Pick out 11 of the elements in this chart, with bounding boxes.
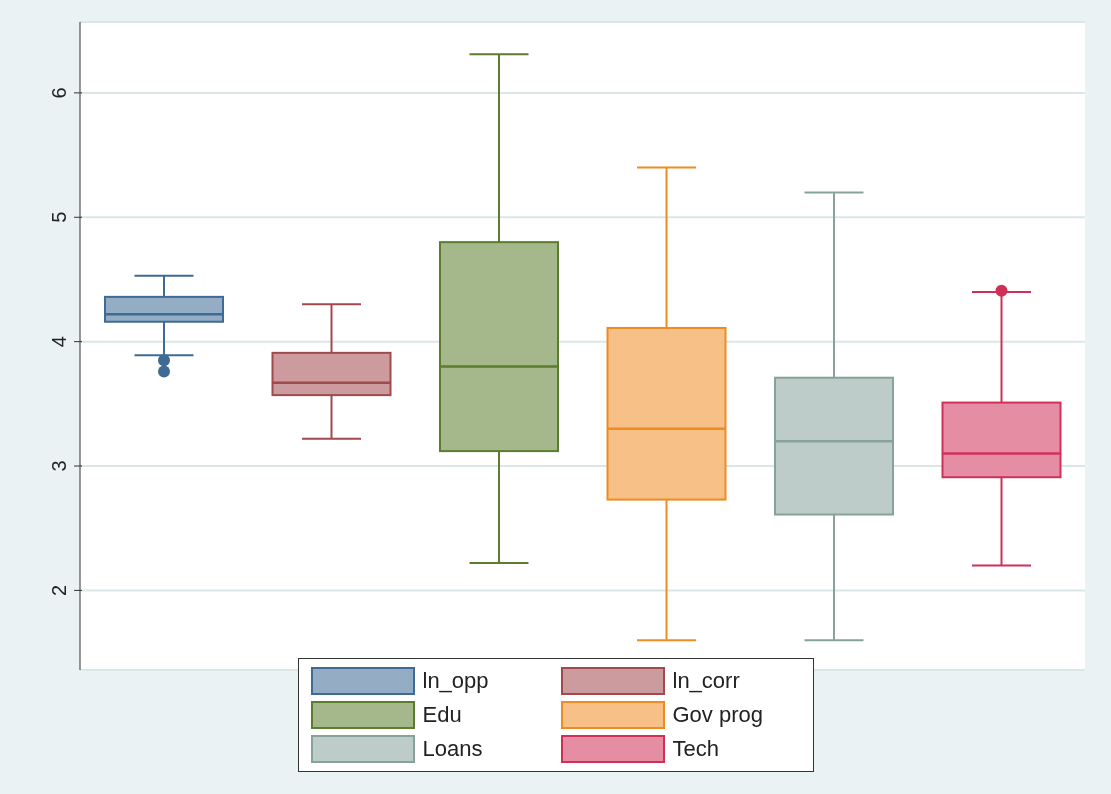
legend-label: ln_opp [422,668,489,694]
y-tick-label: 4 [48,336,70,348]
legend-label: Gov prog [672,702,763,728]
legend-label: Loans [422,736,483,762]
y-tick-label: 2 [48,584,70,596]
y-tick-label: 5 [48,211,70,223]
y-tick-label: 3 [48,460,70,472]
legend-label: Edu [422,702,462,728]
y-tick-label: 6 [48,87,70,99]
legend-label: ln_corr [672,668,740,694]
legend-label: Tech [672,736,719,762]
